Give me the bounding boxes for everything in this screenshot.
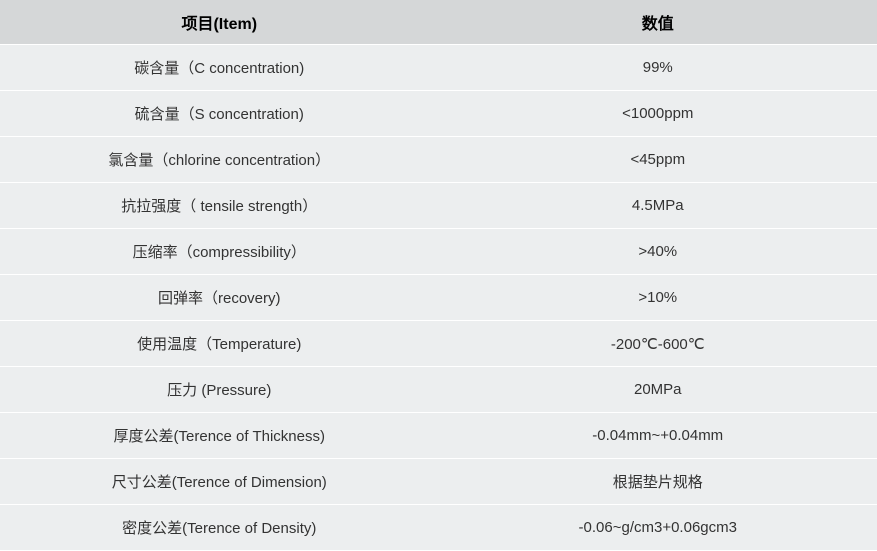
header-item: 项目(Item): [0, 0, 439, 45]
cell-item: 尺寸公差(Terence of Dimension): [0, 459, 439, 505]
table-row: 抗拉强度（ tensile strength） 4.5MPa: [0, 183, 877, 229]
table-row: 使用温度（Temperature) -200℃-600℃: [0, 321, 877, 367]
cell-value: -0.04mm~+0.04mm: [439, 413, 877, 459]
cell-item: 压缩率（compressibility）: [0, 229, 439, 275]
table-row: 尺寸公差(Terence of Dimension) 根据垫片规格: [0, 459, 877, 505]
cell-item: 厚度公差(Terence of Thickness): [0, 413, 439, 459]
cell-value: >40%: [439, 229, 877, 275]
cell-value: -0.06~g/cm3+0.06gcm3: [439, 505, 877, 551]
cell-item: 密度公差(Terence of Density): [0, 505, 439, 551]
cell-item: 抗拉强度（ tensile strength）: [0, 183, 439, 229]
cell-value: >10%: [439, 275, 877, 321]
cell-item: 回弹率（recovery): [0, 275, 439, 321]
table-row: 压缩率（compressibility） >40%: [0, 229, 877, 275]
table-row: 厚度公差(Terence of Thickness) -0.04mm~+0.04…: [0, 413, 877, 459]
cell-value: -200℃-600℃: [439, 321, 877, 367]
table-row: 回弹率（recovery) >10%: [0, 275, 877, 321]
table-row: 压力 (Pressure) 20MPa: [0, 367, 877, 413]
cell-value: 4.5MPa: [439, 183, 877, 229]
cell-item: 氯含量（chlorine concentration）: [0, 137, 439, 183]
cell-value: <45ppm: [439, 137, 877, 183]
cell-item: 碳含量（C concentration): [0, 45, 439, 91]
cell-item: 使用温度（Temperature): [0, 321, 439, 367]
table-row: 碳含量（C concentration) 99%: [0, 45, 877, 91]
table-row: 密度公差(Terence of Density) -0.06~g/cm3+0.0…: [0, 505, 877, 551]
cell-value: 根据垫片规格: [439, 459, 877, 505]
table-row: 硫含量（S concentration) <1000ppm: [0, 91, 877, 137]
cell-item: 压力 (Pressure): [0, 367, 439, 413]
table-header-row: 项目(Item) 数值: [0, 0, 877, 45]
header-value: 数值: [439, 0, 877, 45]
table-row: 氯含量（chlorine concentration） <45ppm: [0, 137, 877, 183]
cell-value: <1000ppm: [439, 91, 877, 137]
spec-table-container: 项目(Item) 数值 碳含量（C concentration) 99% 硫含量…: [0, 0, 877, 551]
spec-table: 项目(Item) 数值 碳含量（C concentration) 99% 硫含量…: [0, 0, 877, 551]
cell-item: 硫含量（S concentration): [0, 91, 439, 137]
cell-value: 99%: [439, 45, 877, 91]
cell-value: 20MPa: [439, 367, 877, 413]
